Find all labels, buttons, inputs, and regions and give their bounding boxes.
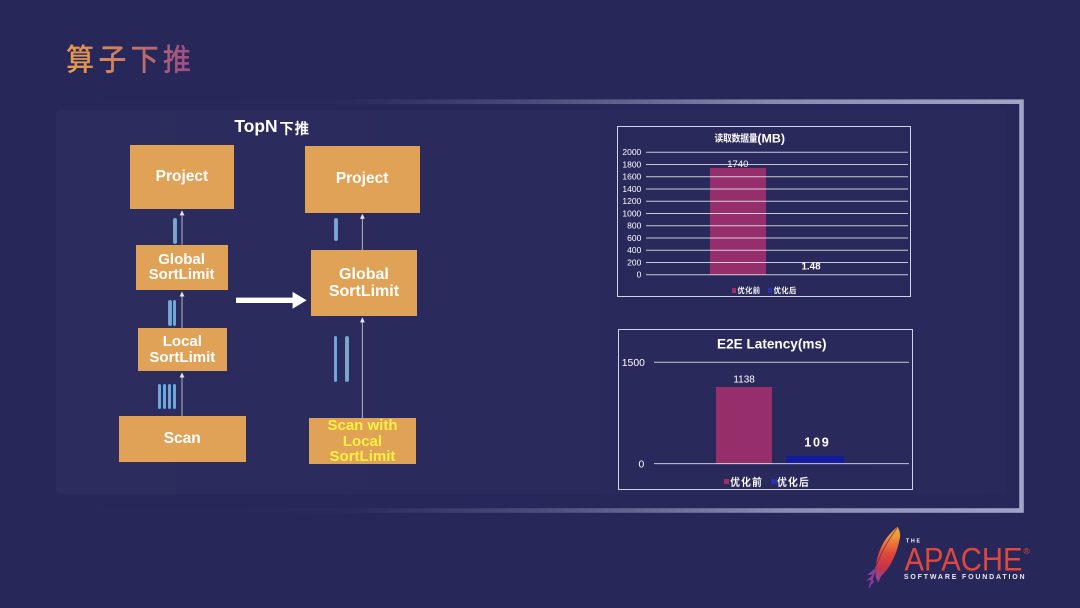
svg-text:0: 0 (639, 459, 645, 470)
svg-text:109: 109 (804, 436, 829, 450)
svg-text:0: 0 (637, 270, 642, 280)
svg-text:400: 400 (627, 245, 641, 255)
svg-text:800: 800 (627, 221, 641, 231)
svg-text:1600: 1600 (622, 172, 641, 182)
svg-text:1400: 1400 (622, 184, 641, 194)
svg-text:1200: 1200 (622, 196, 641, 206)
svg-text:®: ® (1024, 546, 1031, 556)
svg-text:200: 200 (627, 257, 641, 267)
svg-text:1800: 1800 (622, 159, 641, 169)
svg-text:600: 600 (627, 233, 641, 243)
svg-text:SOFTWARE FOUNDATION: SOFTWARE FOUNDATION (904, 574, 1025, 581)
svg-text:(MB): (MB) (757, 131, 785, 145)
svg-text:1.48: 1.48 (801, 261, 821, 272)
svg-text:E2E Latency(ms): E2E Latency(ms) (717, 336, 827, 351)
svg-text:APACHE: APACHE (905, 541, 1023, 577)
svg-text:1740: 1740 (727, 159, 748, 170)
svg-text:1000: 1000 (622, 208, 641, 218)
svg-text:1138: 1138 (733, 375, 755, 386)
svg-text:1500: 1500 (622, 358, 645, 369)
svg-text:THE: THE (906, 539, 921, 545)
svg-text:2000: 2000 (622, 147, 641, 157)
